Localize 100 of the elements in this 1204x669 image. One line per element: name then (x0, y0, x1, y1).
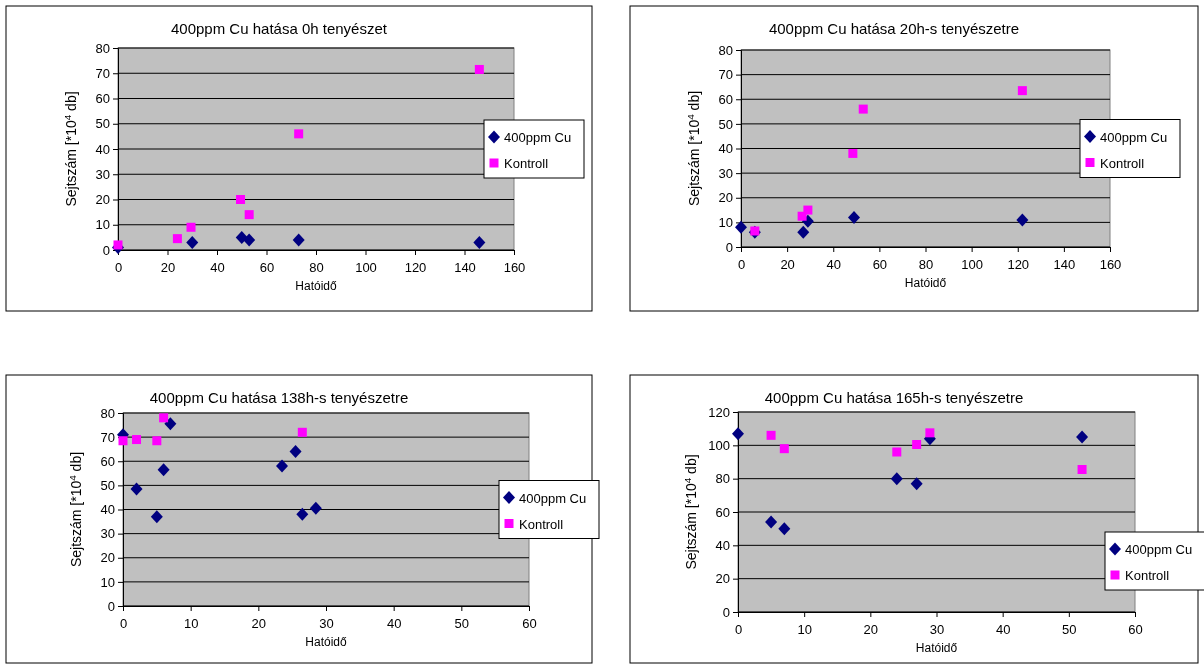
y-tick-label: 60 (100, 453, 115, 469)
point (309, 501, 322, 515)
x-tick-label: 100 (355, 260, 377, 276)
point (735, 220, 747, 234)
point (244, 210, 254, 220)
point (172, 234, 182, 244)
x-tick-label: 30 (929, 622, 945, 638)
legend-label: Kontroll (1125, 568, 1170, 583)
y-tick-label: 40 (95, 141, 110, 157)
x-tick-label: 140 (454, 260, 476, 276)
x-tick-label: 60 (522, 616, 537, 632)
x-axis-title: Hatóidő (305, 635, 347, 649)
point (474, 64, 484, 74)
y-tick-label: 60 (95, 91, 110, 107)
point (890, 472, 903, 486)
y-tick-label: 80 (100, 405, 115, 421)
x-tick-label: 40 (386, 616, 402, 632)
chart-title: 400ppm Cu hatása 0h tenyészet (171, 20, 388, 37)
chart-title: 400ppm Cu hatása 165h-s tenyészetre (764, 389, 1024, 406)
x-tick-label: 160 (1099, 257, 1122, 273)
point (765, 515, 778, 529)
x-tick-label: 20 (160, 260, 176, 276)
point (892, 447, 902, 457)
point (164, 417, 177, 431)
point (732, 427, 744, 441)
chart-title: 400ppm Cu hatása 20h-s tenyészetre (768, 20, 1020, 37)
point (1016, 213, 1029, 227)
x-tick-label: 40 (826, 257, 841, 273)
point (1017, 86, 1027, 96)
point (243, 233, 256, 247)
y-tick-label: 10 (95, 217, 110, 233)
y-tick-label: 70 (95, 65, 110, 81)
y-tick-label: 40 (100, 502, 115, 518)
y-tick-label: 60 (715, 504, 730, 520)
y-tick-label: 40 (715, 537, 730, 553)
legend-label: 400ppm Cu (1100, 129, 1168, 145)
y-tick-label: 20 (715, 571, 730, 587)
y-tick-label: 70 (100, 429, 115, 445)
point (848, 148, 858, 158)
x-tick-label: 40 (210, 260, 225, 276)
x-tick-label: 60 (872, 257, 888, 273)
x-tick-label: 20 (863, 622, 879, 638)
y-tick-label: 100 (708, 437, 730, 453)
x-tick-label: 20 (780, 257, 795, 273)
point (1076, 430, 1089, 444)
y-tick-label: 0 (725, 239, 733, 255)
point (289, 445, 302, 459)
y-tick-label: 20 (95, 192, 110, 208)
legend-label: 400ppm Cu (504, 130, 572, 145)
y-tick-label: 20 (100, 550, 115, 566)
x-axis-title: Hatóidő (295, 279, 337, 293)
point (113, 240, 123, 250)
point (130, 482, 143, 496)
point (779, 444, 789, 454)
y-tick-label: 30 (95, 166, 110, 182)
point (159, 413, 169, 423)
point (236, 195, 246, 204)
point (797, 225, 810, 239)
y-tick-label: 50 (95, 116, 110, 132)
point (186, 222, 196, 232)
point (296, 507, 309, 521)
y-tick-label: 0 (722, 604, 730, 620)
point (848, 210, 861, 224)
x-tick-label: 40 (995, 622, 1011, 638)
point (276, 459, 289, 473)
y-tick-label: 0 (102, 242, 110, 258)
x-axis-title: Hatóidő (904, 276, 947, 290)
y-tick-label: 10 (100, 574, 115, 590)
y-tick-label: 70 (718, 67, 733, 83)
point (132, 435, 142, 445)
legend-label: Kontroll (504, 156, 549, 171)
x-tick-label: 80 (309, 260, 324, 276)
point (1077, 465, 1087, 474)
x-tick-label: 10 (797, 622, 812, 638)
point (473, 235, 486, 249)
y-tick-label: 60 (718, 91, 733, 107)
legend-label: Kontroll (519, 516, 564, 532)
y-tick-label: 0 (107, 598, 115, 614)
x-tick-label: 20 (251, 616, 267, 632)
y-tick-label: 40 (718, 141, 733, 157)
point (910, 477, 923, 491)
y-tick-label: 10 (718, 215, 733, 231)
point (186, 235, 199, 249)
legend-label: 400ppm Cu (519, 490, 587, 506)
chart-title: 400ppm Cu hatása 138h-s tenyészetre (149, 389, 409, 406)
y-tick-label: 50 (100, 478, 115, 494)
point (292, 233, 305, 247)
legend-label: Kontroll (1100, 155, 1145, 171)
x-tick-label: 120 (404, 260, 427, 276)
y-tick-label: 30 (718, 165, 733, 181)
x-tick-label: 160 (503, 260, 526, 276)
y-tick-label: 80 (715, 471, 730, 487)
point (803, 205, 813, 215)
point (912, 440, 922, 449)
x-tick-label: 60 (1128, 622, 1143, 638)
y-tick-label: 80 (718, 42, 733, 58)
point (778, 522, 791, 536)
point (157, 463, 170, 477)
x-tick-label: 0 (734, 622, 743, 638)
x-tick-label: 30 (319, 616, 334, 632)
